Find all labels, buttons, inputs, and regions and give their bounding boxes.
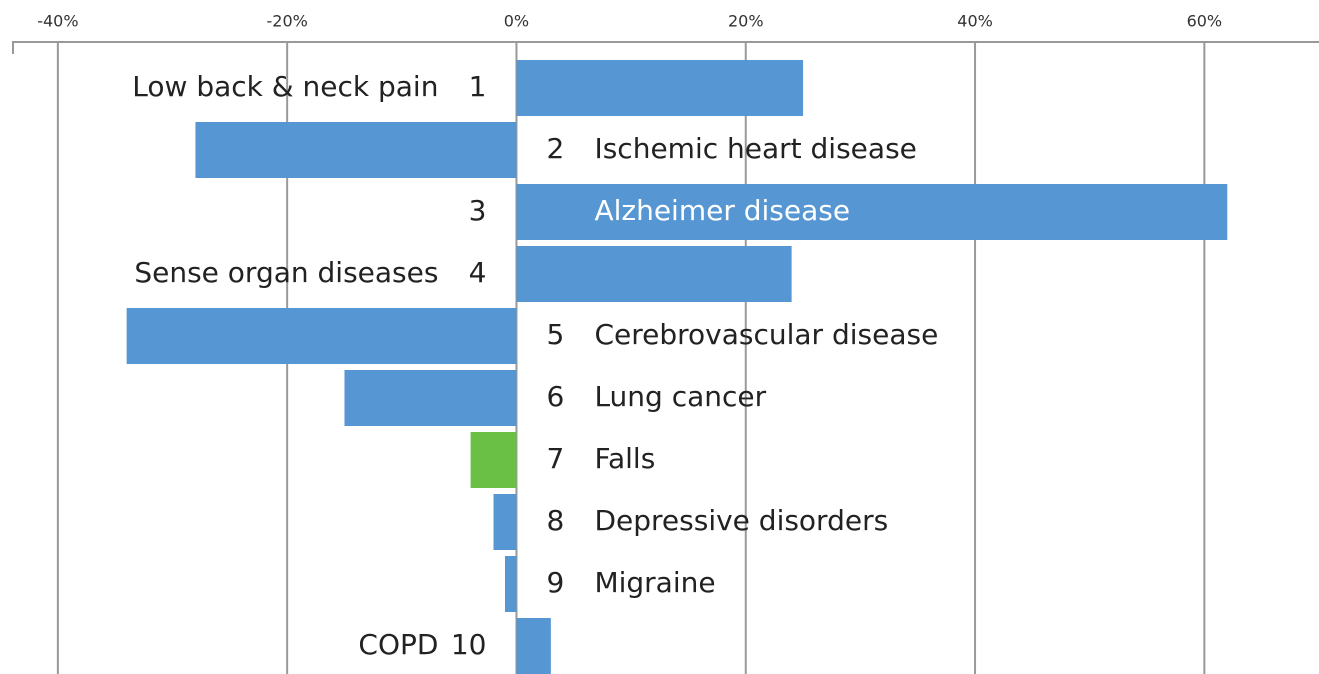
bar xyxy=(516,60,804,116)
category-label: Depressive disorders xyxy=(594,504,888,537)
bar xyxy=(344,370,517,426)
rank-label: 9 xyxy=(546,566,564,599)
bar xyxy=(504,556,517,612)
bar xyxy=(470,432,517,488)
rank-label: 4 xyxy=(469,256,487,289)
x-tick-label: -40% xyxy=(37,12,78,31)
bar xyxy=(493,494,517,550)
category-label: Migraine xyxy=(594,566,715,599)
rank-label: 2 xyxy=(546,132,564,165)
category-label: Sense organ diseases xyxy=(134,256,438,289)
rank-label: 8 xyxy=(546,504,564,537)
rank-label: 6 xyxy=(546,380,564,413)
category-label: Alzheimer disease xyxy=(594,194,850,227)
category-label: Lung cancer xyxy=(594,380,766,413)
x-tick-label: 60% xyxy=(1187,12,1223,31)
category-label: Low back & neck pain xyxy=(132,70,438,103)
rank-label: 5 xyxy=(546,318,564,351)
category-label: COPD xyxy=(358,628,438,661)
x-tick-label: 20% xyxy=(728,12,764,31)
bar xyxy=(516,618,551,674)
category-label: Ischemic heart disease xyxy=(594,132,916,165)
rank-label: 10 xyxy=(451,628,487,661)
rank-label: 7 xyxy=(546,442,564,475)
x-tick-label: 40% xyxy=(957,12,993,31)
bar xyxy=(126,308,517,364)
x-tick-label: 0% xyxy=(504,12,529,31)
x-tick-label: -20% xyxy=(266,12,307,31)
bar xyxy=(516,246,792,302)
rank-label: 3 xyxy=(469,194,487,227)
rank-label: 1 xyxy=(469,70,487,103)
category-label: Falls xyxy=(594,442,655,475)
bar xyxy=(516,184,1228,240)
bar xyxy=(195,122,517,178)
category-label: Cerebrovascular disease xyxy=(594,318,938,351)
